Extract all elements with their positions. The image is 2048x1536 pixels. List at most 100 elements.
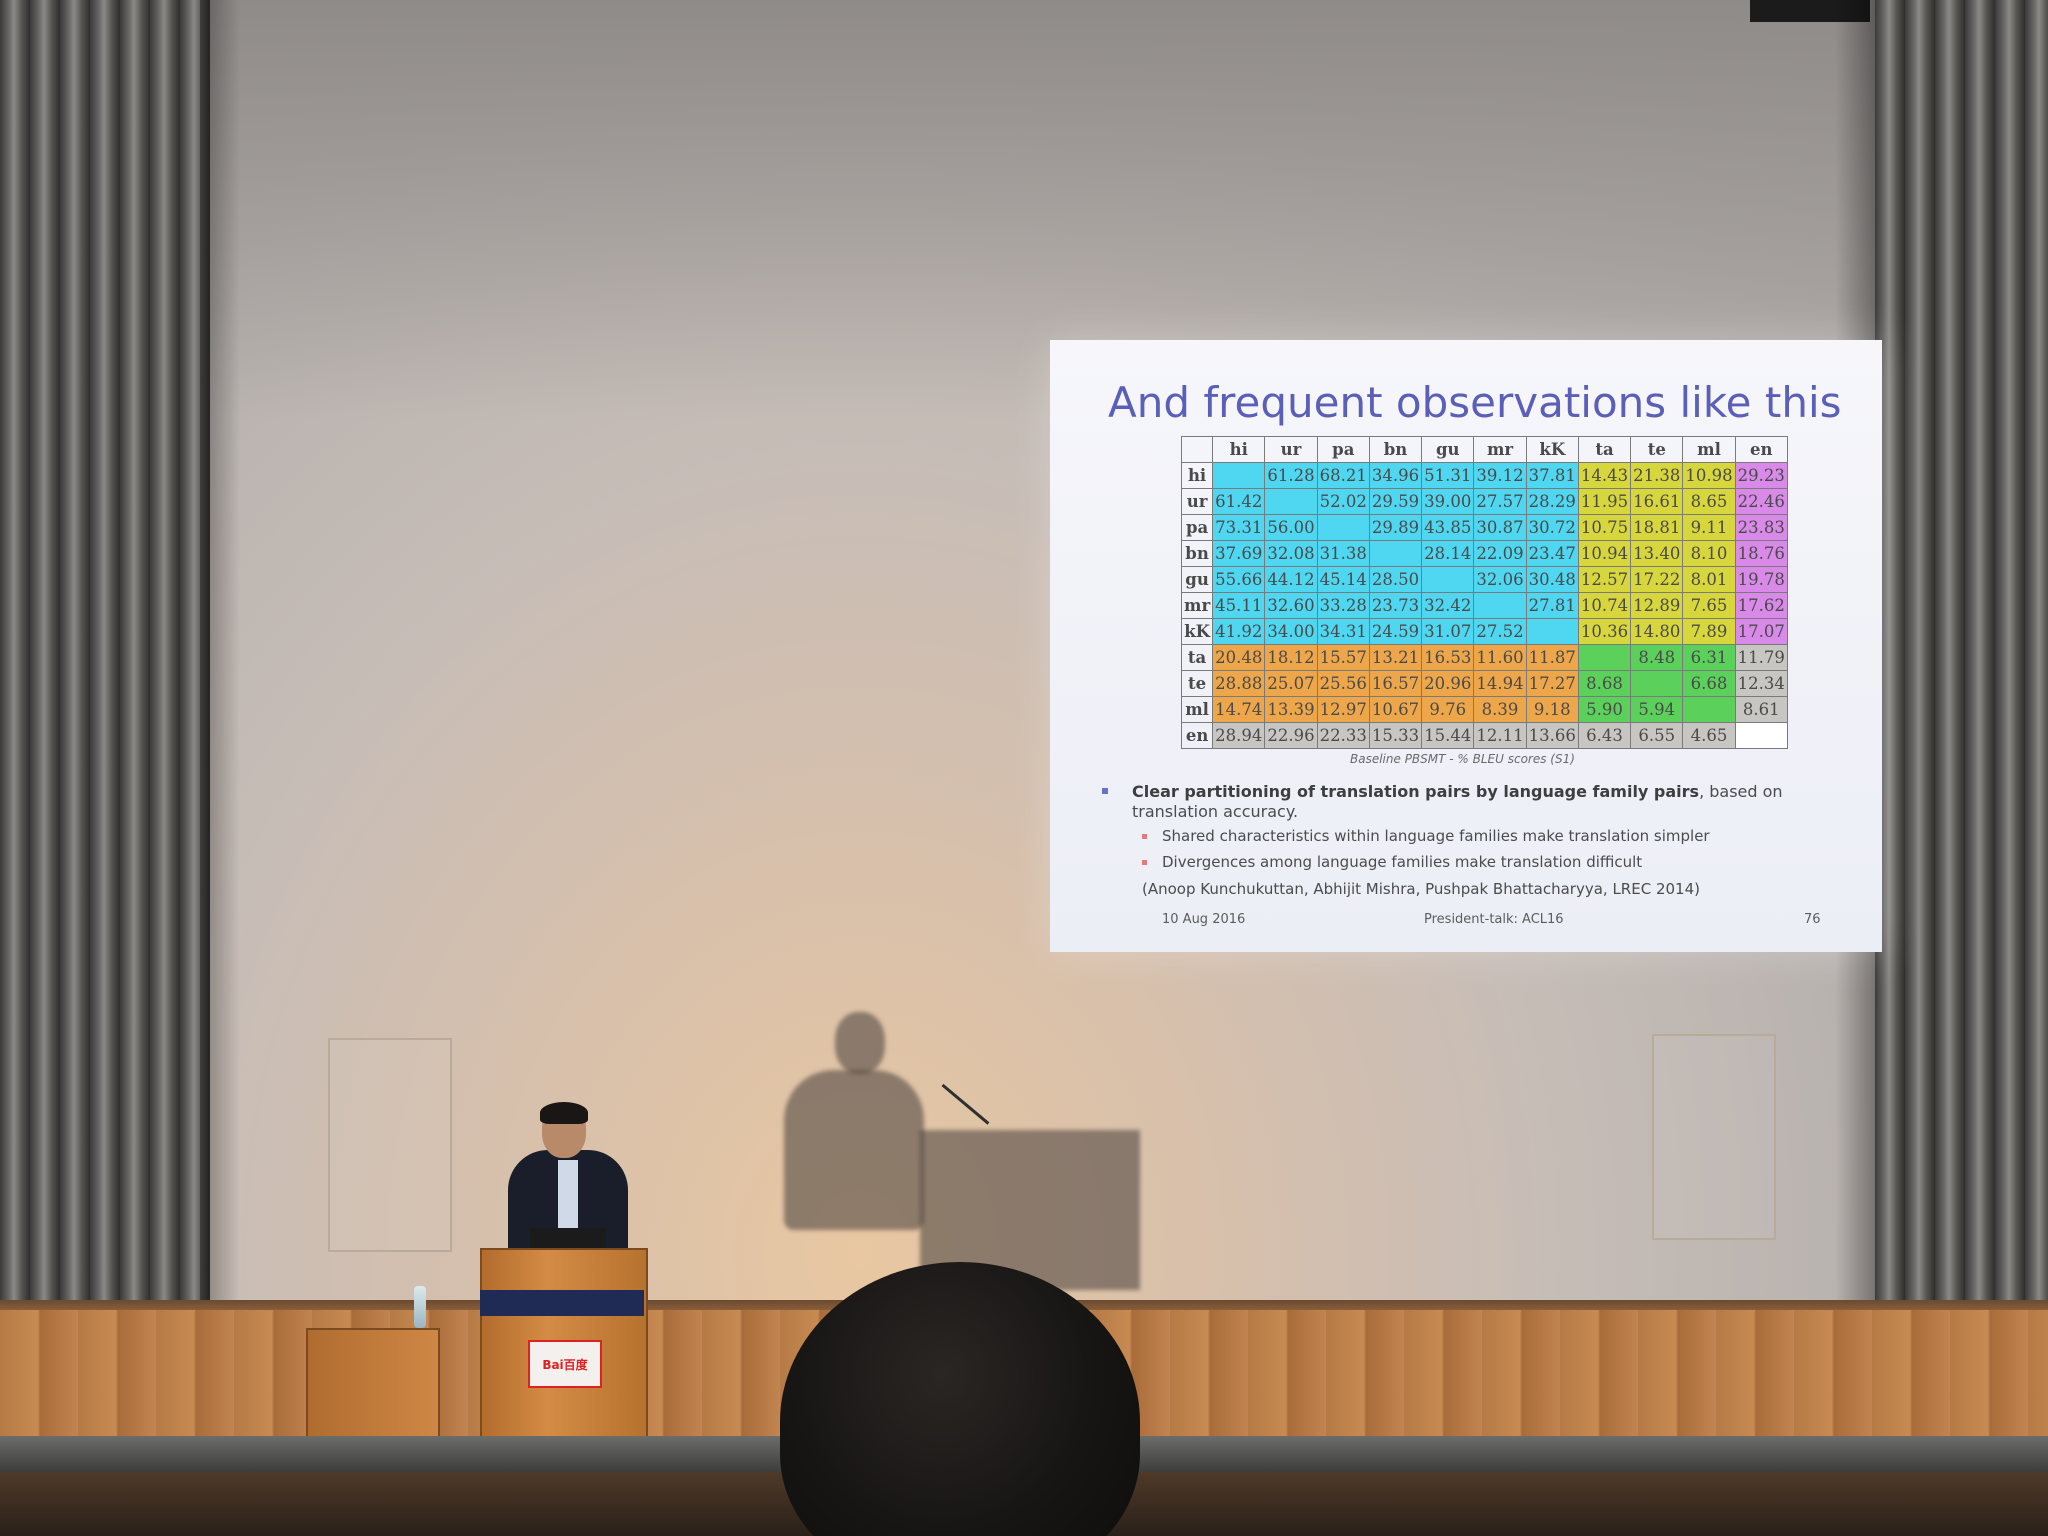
podium-logo-band (480, 1290, 644, 1316)
table-cell: 18.12 (1264, 644, 1318, 671)
table-cell: 8.61 (1734, 696, 1788, 723)
table-row: en 28.94 22.96 22.33 15.33 15.44 12.11 13.66 6.4… (1180, 722, 1788, 749)
table-cell: 23.73 (1368, 592, 1423, 619)
sub-bullet-marker (1142, 860, 1147, 865)
sponsor-logo-text: Bai百度 (542, 1358, 588, 1372)
main-bullet-rest: , based on translation accuracy. (1132, 782, 1783, 821)
table-cell: 8.01 (1682, 566, 1736, 593)
table-cell: 5.90 (1577, 696, 1632, 723)
sub-bullet-text: Shared characteristics within language f… (1162, 827, 1710, 845)
table-cell: 14.43 (1577, 462, 1632, 489)
table-cell: 21.38 (1630, 462, 1684, 489)
row-header: hi (1180, 462, 1214, 489)
table-cell: 28.88 (1212, 670, 1266, 697)
table-cell: 34.31 (1316, 618, 1370, 645)
table-cell: 23.47 (1525, 540, 1579, 567)
table-cell: 16.61 (1630, 488, 1684, 515)
table-cell: 14.80 (1630, 618, 1684, 645)
column-header: gu (1421, 436, 1475, 463)
table-cell: 15.33 (1368, 722, 1423, 749)
table-row: te 28.88 25.07 25.56 16.57 20.96 14.94 17.27 8.6… (1180, 670, 1788, 697)
table-cell: 32.42 (1421, 592, 1475, 619)
column-header: pa (1316, 436, 1370, 463)
table-cell: 25.56 (1316, 670, 1370, 697)
laptop (530, 1228, 606, 1250)
table-cell: 4.65 (1682, 722, 1736, 749)
row-header: gu (1180, 566, 1214, 593)
table-header-row: hi ur pa bn gu mr kK ta te ml en (1180, 436, 1788, 463)
table-cell: 68.21 (1316, 462, 1370, 489)
table-cell (1421, 566, 1475, 593)
table-cell: 31.07 (1421, 618, 1475, 645)
table-cell: 6.68 (1682, 670, 1736, 697)
table-cell: 37.81 (1525, 462, 1579, 489)
table-cell: 11.95 (1577, 488, 1632, 515)
main-bullet-bold: Clear partitioning of translation pairs … (1132, 782, 1700, 801)
table-cell: 19.78 (1734, 566, 1788, 593)
curtain-left (0, 0, 210, 1340)
table-cell: 22.33 (1316, 722, 1370, 749)
table-cell: 18.76 (1734, 540, 1788, 567)
table-cell: 20.48 (1212, 644, 1266, 671)
table-cell: 23.83 (1734, 514, 1788, 541)
footer-date: 10 Aug 2016 (1162, 912, 1246, 927)
sub-bullet-marker (1142, 834, 1147, 839)
table-cell: 6.31 (1682, 644, 1736, 671)
table-cell: 8.65 (1682, 488, 1736, 515)
projected-slide: And frequent observations like this hi ur… (1050, 340, 1882, 952)
column-header: mr (1473, 436, 1527, 463)
table-cell: 12.97 (1316, 696, 1370, 723)
table-cell: 9.18 (1525, 696, 1579, 723)
table-cell: 11.60 (1473, 644, 1527, 671)
table-cell: 29.23 (1734, 462, 1788, 489)
table-cell: 28.29 (1525, 488, 1579, 515)
wall-panel-left (328, 1038, 452, 1252)
table-cell: 61.42 (1212, 488, 1266, 515)
table-cell: 6.43 (1577, 722, 1632, 749)
podium-sponsor-sign: Bai百度 (528, 1340, 602, 1388)
column-header: ta (1577, 436, 1632, 463)
table-cell: 73.31 (1212, 514, 1266, 541)
table-cell: 13.40 (1630, 540, 1684, 567)
table-cell: 33.28 (1316, 592, 1370, 619)
table-cell (1368, 540, 1423, 567)
column-header: ml (1682, 436, 1736, 463)
table-cell: 15.57 (1316, 644, 1370, 671)
column-header: te (1630, 436, 1684, 463)
table-cell: 51.31 (1421, 462, 1475, 489)
table-cell (1212, 462, 1266, 489)
row-header: kK (1180, 618, 1214, 645)
table-cell: 12.57 (1577, 566, 1632, 593)
table-cell: 17.07 (1734, 618, 1788, 645)
table-cell: 43.85 (1421, 514, 1475, 541)
table-cell: 22.46 (1734, 488, 1788, 515)
column-header: kK (1525, 436, 1579, 463)
column-header: ur (1264, 436, 1318, 463)
table-cell: 10.74 (1577, 592, 1632, 619)
table-cell: 29.89 (1368, 514, 1423, 541)
table-cell: 8.68 (1577, 670, 1632, 697)
table-cell: 24.59 (1368, 618, 1423, 645)
main-bullet: Clear partitioning of translation pairs … (1100, 782, 1840, 822)
speaker-shadow-head (835, 1012, 885, 1074)
row-header: ta (1180, 644, 1214, 671)
table-cell: 39.12 (1473, 462, 1527, 489)
table-cell: 32.60 (1264, 592, 1318, 619)
table-cell: 32.08 (1264, 540, 1318, 567)
table-cell: 41.92 (1212, 618, 1266, 645)
table-cell: 6.55 (1630, 722, 1684, 749)
table-cell: 39.00 (1421, 488, 1475, 515)
table-cell: 17.27 (1525, 670, 1579, 697)
table-cell: 8.39 (1473, 696, 1527, 723)
table-cell: 10.98 (1682, 462, 1736, 489)
table-cell: 13.66 (1525, 722, 1579, 749)
table-cell: 11.87 (1525, 644, 1579, 671)
table-cell (1525, 618, 1579, 645)
sub-bullet-2: Divergences among language families make… (1100, 850, 1840, 874)
bullet-marker (1102, 788, 1108, 794)
column-header: hi (1212, 436, 1266, 463)
table-row: pa 73.31 56.00 29.89 43.85 30.87 30.72 10.75 18.… (1180, 514, 1788, 541)
table-cell: 10.94 (1577, 540, 1632, 567)
table-cell: 52.02 (1316, 488, 1370, 515)
table-cell (1734, 722, 1788, 749)
